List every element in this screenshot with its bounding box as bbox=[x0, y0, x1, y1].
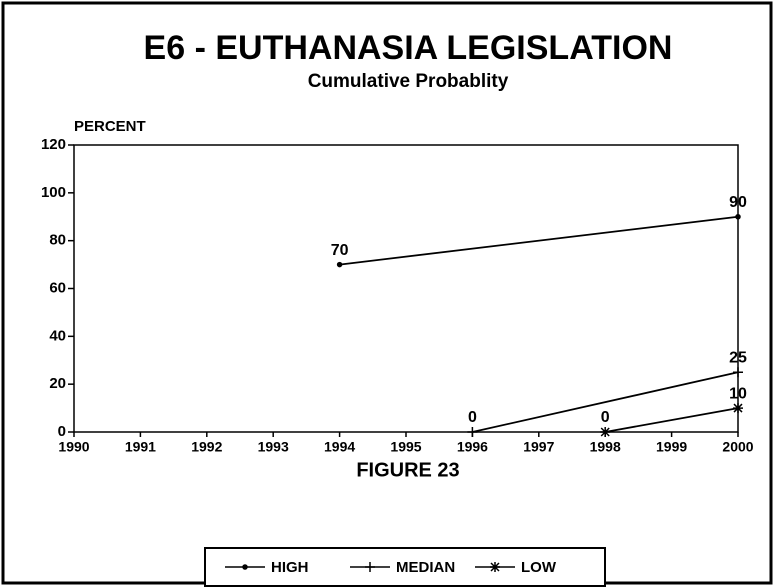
legend-label: MEDIAN bbox=[396, 559, 455, 576]
series-line bbox=[339, 215, 739, 266]
y-tick-label: 20 bbox=[49, 375, 66, 392]
data-label: 25 bbox=[729, 349, 747, 366]
y-tick-label: 120 bbox=[41, 136, 66, 153]
series-line bbox=[605, 407, 739, 433]
x-tick-label: 1997 bbox=[523, 439, 554, 455]
x-tick-label: 1999 bbox=[656, 439, 687, 455]
y-tick-label: 40 bbox=[49, 327, 66, 344]
y-tick-label: 0 bbox=[58, 423, 66, 440]
legend-marker bbox=[242, 564, 248, 570]
chart-title: E6 - EUTHANASIA LEGISLATION bbox=[144, 29, 673, 67]
marker bbox=[733, 367, 743, 378]
data-label: 90 bbox=[729, 194, 747, 211]
x-axis-label: FIGURE 23 bbox=[356, 459, 459, 481]
data-label: 0 bbox=[601, 409, 610, 426]
data-label: 0 bbox=[468, 409, 477, 426]
y-tick-label: 100 bbox=[41, 184, 66, 201]
legend-marker bbox=[490, 562, 500, 572]
legend-box bbox=[204, 547, 606, 587]
x-tick-label: 1993 bbox=[258, 439, 289, 455]
x-tick-label: 1995 bbox=[390, 439, 421, 455]
x-tick-label: 1994 bbox=[324, 439, 355, 455]
x-tick-label: 1990 bbox=[58, 439, 89, 455]
x-tick-label: 1998 bbox=[590, 439, 621, 455]
y-tick-label: 80 bbox=[49, 232, 66, 249]
y-tick-label: 60 bbox=[49, 279, 66, 296]
series-line bbox=[472, 371, 739, 433]
marker bbox=[735, 214, 741, 220]
data-label: 10 bbox=[729, 385, 747, 402]
legend-label: LOW bbox=[521, 559, 557, 576]
chart-subtitle: Cumulative Probablity bbox=[308, 71, 509, 92]
legend-marker bbox=[365, 562, 375, 572]
y-axis-label: PERCENT bbox=[74, 118, 146, 135]
marker bbox=[467, 427, 478, 437]
marker bbox=[336, 261, 343, 268]
x-tick-label: 2000 bbox=[722, 439, 753, 455]
data-label: 70 bbox=[331, 242, 349, 259]
x-tick-label: 1991 bbox=[125, 439, 156, 455]
x-tick-label: 1996 bbox=[457, 439, 488, 455]
x-tick-label: 1992 bbox=[191, 439, 222, 455]
marker bbox=[733, 403, 743, 414]
legend-label: HIGH bbox=[271, 559, 309, 576]
marker bbox=[600, 427, 611, 437]
